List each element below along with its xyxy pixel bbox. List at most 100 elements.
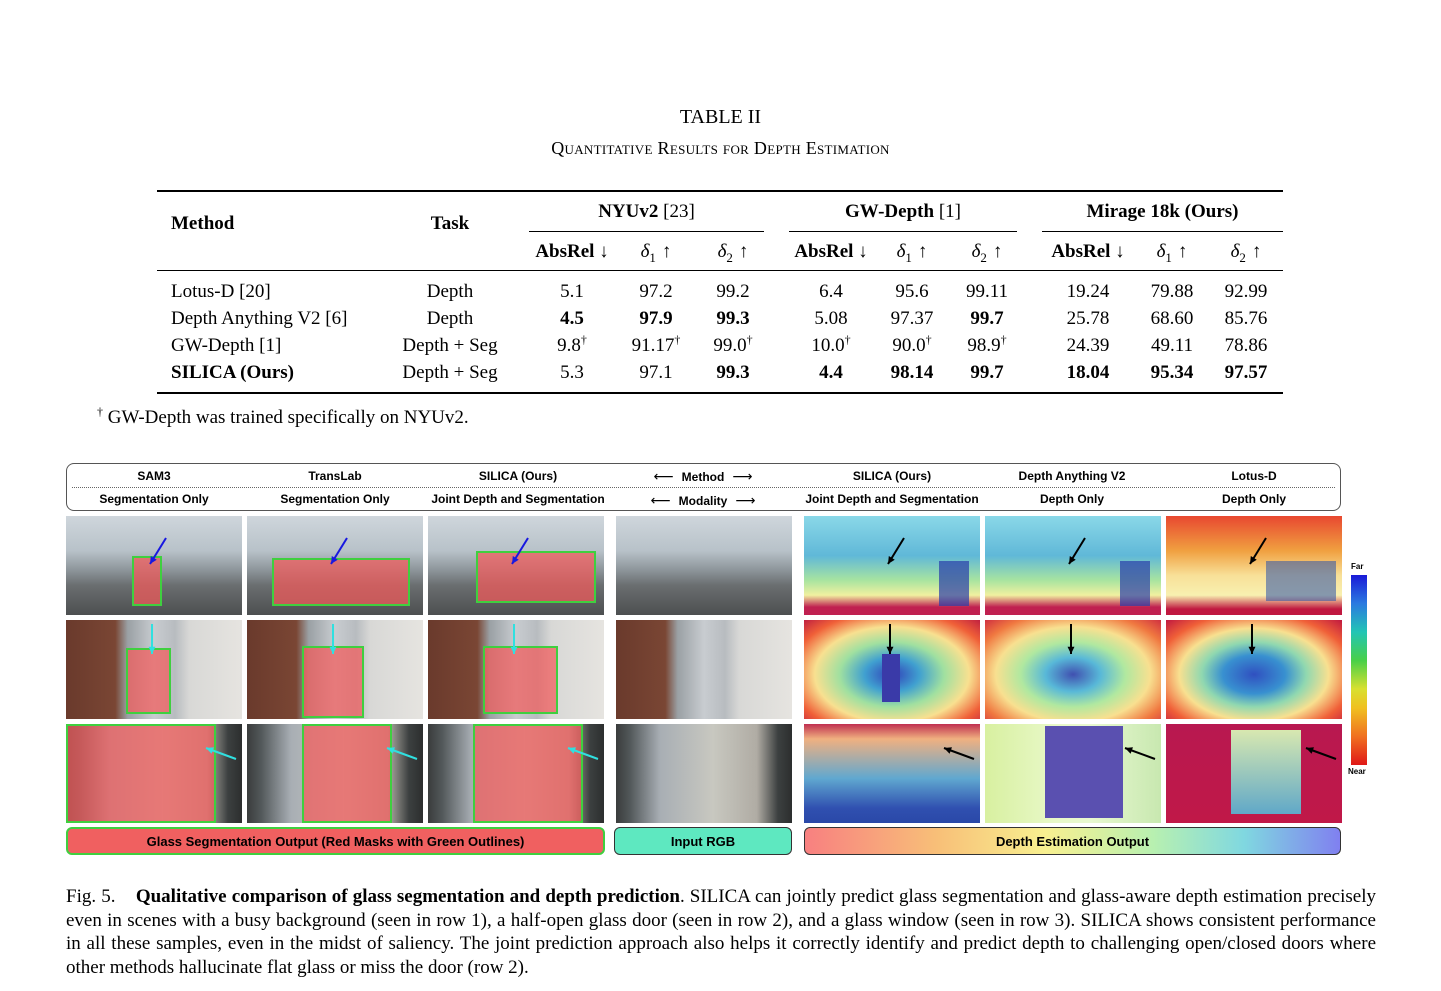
up-arrow: ↑ (917, 241, 928, 262)
row-task: Depth (426, 308, 474, 329)
image-row2-col7 (1166, 620, 1342, 719)
depth-glass-region (1231, 730, 1301, 814)
image-row1-col1 (66, 516, 242, 615)
pointer-arrow-icon (386, 747, 418, 760)
row-method: GW-Depth [1] (171, 335, 282, 356)
table-cell: 99.7 (954, 362, 1020, 384)
cell-value: 97.2 (639, 281, 673, 302)
metric-delta1: δ1 ↑ (873, 241, 951, 264)
table-cell: 97.1 (618, 362, 694, 384)
cell-value: 91.17 (631, 335, 675, 356)
pointer-arrow-icon (1248, 624, 1256, 654)
metric-absrel: AbsRel ↓ (1051, 241, 1125, 262)
cell-value: 90.0 (892, 335, 926, 356)
depth-glass-region (882, 654, 900, 702)
caption-bold: Qualitative comparison of glass segmenta… (135, 886, 680, 907)
modality-label: Modality (678, 494, 728, 508)
delta-symbol: δ (971, 241, 981, 262)
table-cell: 5.3 (529, 362, 615, 384)
cell-value: 99.2 (716, 281, 750, 302)
up-arrow: ↑ (1251, 241, 1262, 262)
table-title: TABLE II (679, 106, 762, 128)
row-task: Depth (426, 281, 474, 302)
segmentation-output-bar: Glass Segmentation Output (Red Masks wit… (66, 827, 605, 855)
delta-subscript: 2 (980, 249, 987, 265)
left-arrow-icon: ⟵ (650, 492, 671, 508)
cell-value: 99.11 (965, 281, 1009, 302)
table-cell: 90.0† (873, 334, 951, 357)
dagger-symbol: † (1000, 332, 1007, 347)
image-row2-col4 (616, 620, 792, 719)
image-row3-col1 (66, 724, 242, 823)
pointer-arrow-icon (567, 747, 599, 760)
group-header-mirage: Mirage 18k (Ours) (1086, 201, 1239, 222)
table-subtitle: Quantitative Results for Depth Estimatio… (551, 138, 890, 158)
depth-glass-region (1045, 726, 1123, 818)
header-method-axis: ⟵ Method ⟶ (623, 468, 783, 485)
dagger-symbol: † (844, 332, 851, 347)
header-method: Method (171, 213, 235, 234)
input-rgb-bar: Input RGB (614, 827, 792, 855)
table-cell: 19.24 (1042, 281, 1134, 303)
header-method-label: Depth Anything V2 (1018, 469, 1126, 483)
table-cell: 68.60 (1135, 308, 1209, 330)
table-cell: 95.34 (1135, 362, 1209, 384)
colorbar-far-label: Far (1351, 562, 1364, 571)
delta-symbol: δ (896, 241, 906, 262)
delta-symbol: δ (717, 241, 727, 262)
cell-value: 99.7 (970, 362, 1004, 383)
pointer-arrow-icon (149, 537, 167, 565)
mid-rule (157, 270, 1283, 271)
delta-symbol: δ (640, 241, 650, 262)
cell-value: 78.86 (1224, 335, 1268, 356)
table-cell: 5.08 (789, 308, 873, 330)
image-row3-col7 (1166, 724, 1342, 823)
table-cell: 85.76 (1209, 308, 1283, 330)
table-cell: 4.5 (529, 308, 615, 330)
image-row2-col2 (247, 620, 423, 719)
cell-value: 10.0 (811, 335, 845, 356)
header-modality-label: Segmentation Only (99, 492, 209, 506)
pointer-arrow-icon (148, 624, 156, 654)
cell-value: 95.6 (895, 281, 929, 302)
image-row2-col6 (985, 620, 1161, 719)
figure-header-box (66, 463, 1341, 511)
dagger-symbol: † (97, 404, 103, 419)
cell-value: 49.11 (1150, 335, 1194, 356)
image-row2-col5 (804, 620, 980, 719)
up-arrow: ↑ (1177, 241, 1188, 262)
table-cell: 79.88 (1135, 281, 1209, 303)
cell-value: 95.34 (1150, 362, 1194, 383)
pointer-arrow-icon (330, 537, 348, 565)
image-row2-col3 (428, 620, 604, 719)
delta-symbol: δ (1156, 241, 1166, 262)
glass-mask (272, 558, 410, 606)
header-task: Task (430, 213, 470, 234)
cell-value: 6.4 (819, 281, 843, 302)
cell-value: 4.5 (560, 308, 584, 329)
table-cell: 92.99 (1209, 281, 1283, 303)
image-row3-col6 (985, 724, 1161, 823)
pointer-arrow-icon (1305, 747, 1337, 760)
bottom-rule (157, 392, 1283, 394)
cell-value: 9.8 (557, 335, 581, 356)
header-method-label: SILICA (Ours) (852, 469, 932, 483)
table-cell: 4.4 (789, 362, 873, 384)
metric-delta1: δ1 ↑ (618, 241, 694, 264)
cell-value: 99.0 (713, 335, 747, 356)
row-task: Depth + Seg (402, 335, 498, 356)
up-arrow: ↑ (661, 241, 672, 262)
row-method: Depth Anything V2 [6] (171, 308, 348, 329)
glass-mask (126, 648, 171, 714)
cell-value: 98.9 (967, 335, 1001, 356)
cell-value: 97.1 (639, 362, 673, 383)
table-cell: 9.8† (529, 334, 615, 357)
header-method-label: Lotus-D (1231, 469, 1277, 483)
table-cell: 98.14 (873, 362, 951, 384)
table-cell: 49.11 (1135, 335, 1209, 357)
metric-delta2: δ2 ↑ (954, 241, 1020, 265)
table-cell: 78.86 (1209, 335, 1283, 357)
image-row1-col3 (428, 516, 604, 615)
image-row1-col7 (1166, 516, 1342, 615)
pointer-arrow-icon (887, 537, 905, 565)
